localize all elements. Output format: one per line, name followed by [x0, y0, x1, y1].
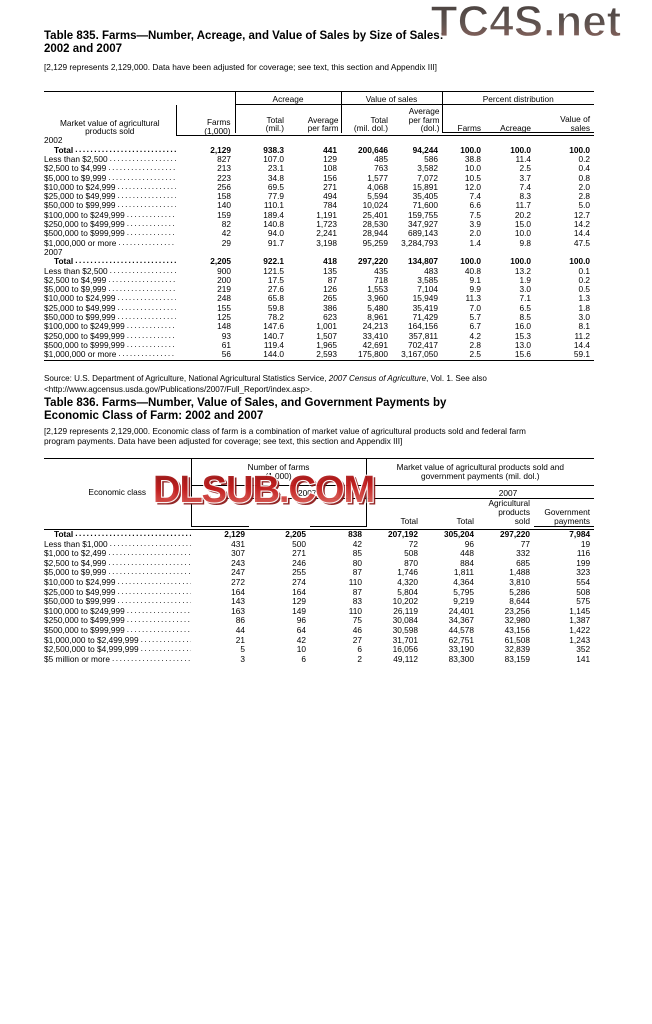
svg-text:TC4S.net: TC4S.net — [431, 0, 622, 46]
svg-text:DLSUB.COM: DLSUB.COM — [153, 469, 374, 511]
